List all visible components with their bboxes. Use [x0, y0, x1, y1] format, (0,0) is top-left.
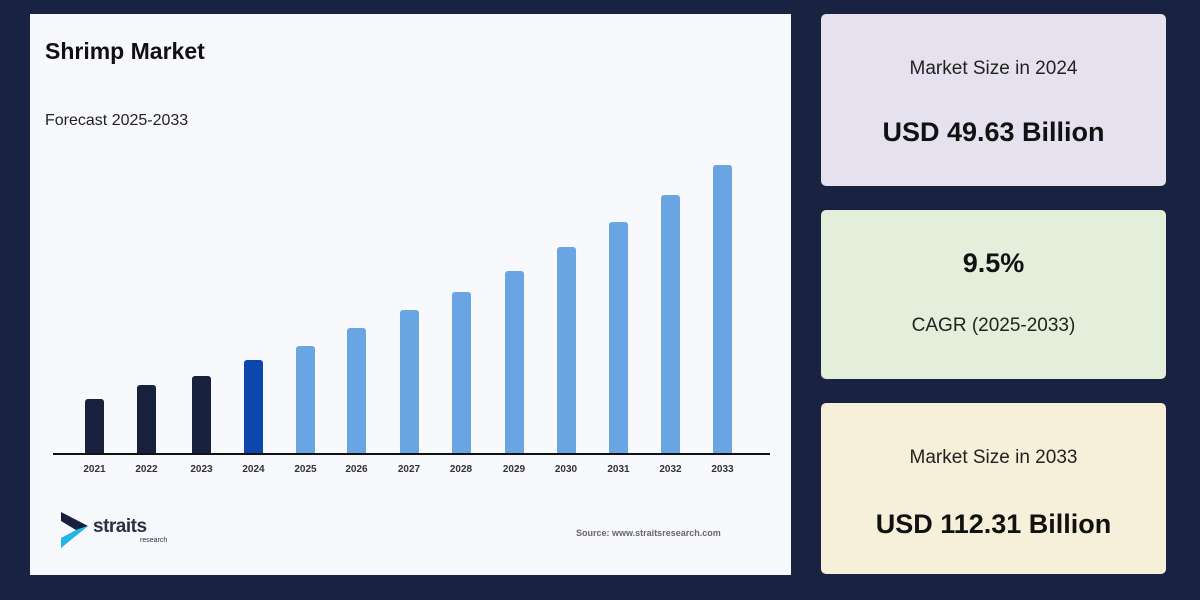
x-tick-label: 2021	[83, 464, 106, 475]
x-axis-line	[53, 453, 770, 455]
source-text: Source: www.straitsresearch.com	[576, 528, 721, 538]
card-value: USD 49.63 Billion	[882, 117, 1105, 147]
chart-subtitle: Forecast 2025-2033	[45, 112, 189, 129]
bar-2024	[244, 360, 263, 453]
bar-2033	[713, 165, 732, 453]
x-tick-label: 2033	[711, 464, 734, 475]
x-tick-label: 2029	[502, 464, 526, 475]
bar-2022	[137, 385, 156, 453]
bar-2030	[556, 247, 576, 453]
x-tick-label: 2028	[449, 464, 473, 475]
card-label: Market Size in 2033	[909, 447, 1078, 468]
straits-logo: straits research	[60, 512, 190, 552]
bar-2028	[451, 292, 471, 453]
card-label: CAGR (2025-2033)	[911, 315, 1076, 336]
bar-2023	[192, 376, 211, 453]
card-market-size-2024: Market Size in 2024 USD 49.63 Billion	[821, 14, 1166, 186]
chart-panel: Shrimp Market Forecast 2025-2033 2021 202…	[30, 14, 791, 575]
x-tick-label: 2023	[190, 464, 213, 475]
bar-2029	[504, 271, 524, 453]
bar-2031	[609, 222, 628, 453]
logo-subtext: research	[140, 537, 168, 544]
x-tick-label: 2031	[607, 464, 630, 475]
bar-2025	[296, 346, 315, 453]
straits-arrow-logo-icon	[61, 512, 88, 548]
chart-title: Shrimp Market	[45, 38, 205, 64]
bar-2021	[85, 399, 104, 453]
x-tick-label: 2030	[554, 464, 578, 475]
bar-2026	[347, 328, 366, 453]
logo-wordmark: straits	[93, 516, 147, 537]
x-tick-label: 2027	[397, 464, 421, 475]
x-tick-label: 2032	[659, 464, 682, 475]
card-cagr: 9.5% CAGR (2025-2033)	[821, 210, 1166, 379]
x-tick-label: 2024	[242, 464, 265, 475]
x-tick-label: 2025	[294, 464, 317, 475]
bar-2032	[661, 195, 680, 453]
bar-2027	[399, 310, 419, 453]
bar-chart: 2021 2022 2023 2024 2025 2026 2027 2028 2029 2030…	[30, 14, 791, 494]
card-value: 9.5%	[962, 248, 1025, 278]
card-value: USD 112.31 Billion	[875, 509, 1112, 539]
x-tick-label: 2022	[135, 464, 158, 475]
card-label: Market Size in 2024	[909, 58, 1078, 79]
card-market-size-2033: Market Size in 2033 USD 112.31 Billion	[821, 403, 1166, 574]
x-tick-label: 2026	[345, 464, 368, 475]
